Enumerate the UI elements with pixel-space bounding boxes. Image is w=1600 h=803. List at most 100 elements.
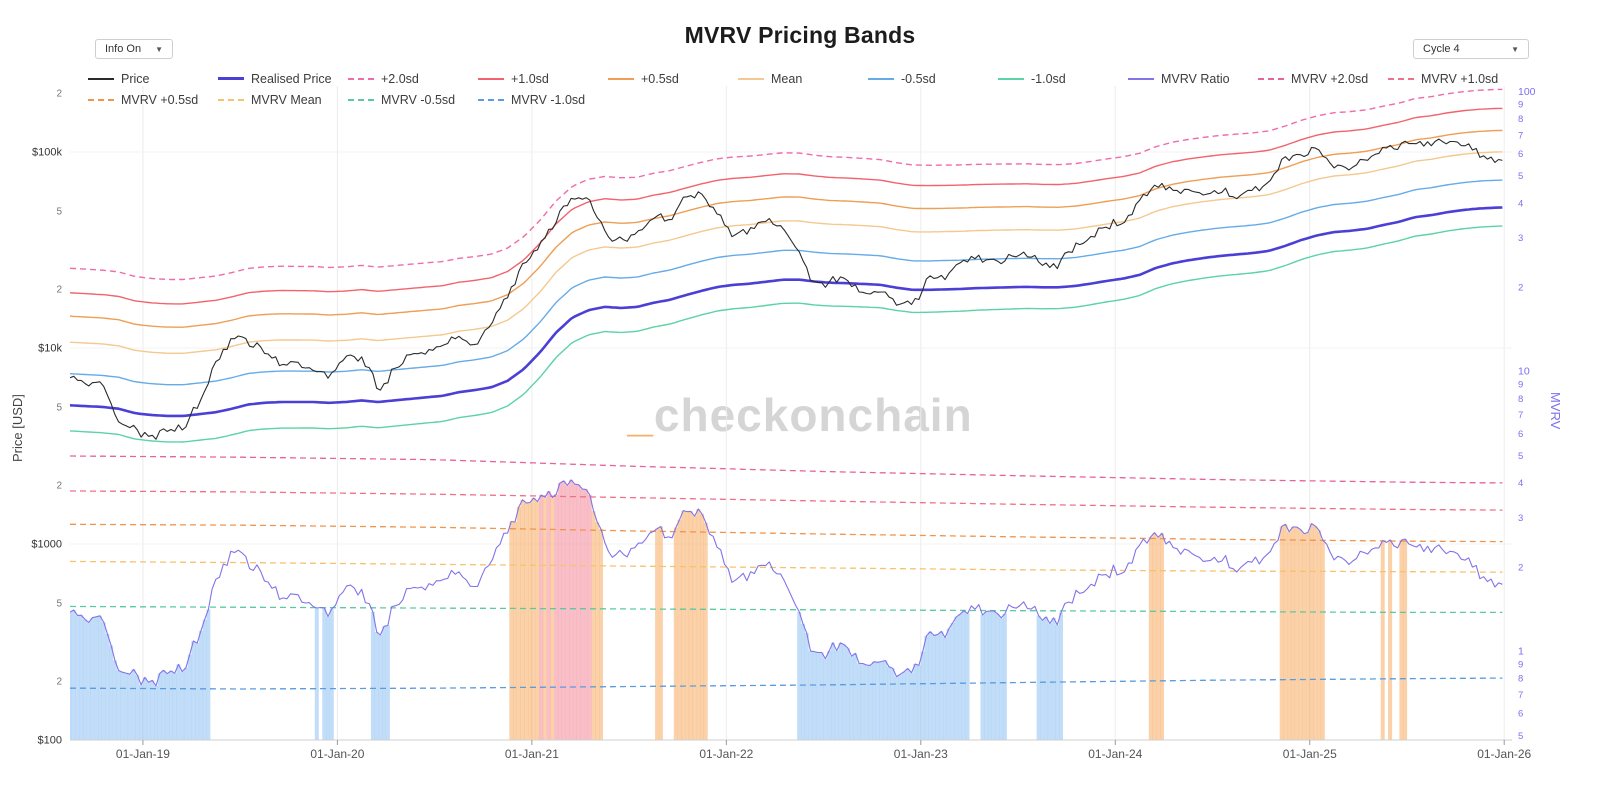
undervalued-fill: [935, 634, 940, 740]
price-axis-tick-label: 2: [56, 480, 62, 491]
mvrv-axis-tick-label: 8: [1518, 114, 1523, 125]
mvrv-axis-title: MVRV: [1548, 392, 1563, 430]
mvrv-axis-tick-label: 6: [1518, 149, 1523, 160]
legend-item--1-0sd[interactable]: +1.0sd: [478, 72, 608, 86]
overvalued-fill: [677, 519, 682, 740]
mvrv-axis-tick-label: 5: [1518, 171, 1523, 182]
undervalued-fill: [931, 635, 936, 740]
mvrv-axis-tick-label: 9: [1518, 659, 1523, 670]
undervalued-fill: [995, 613, 1000, 740]
x-axis-tick-label: 01-Jan-20: [310, 747, 364, 761]
overvalued-fill: [1279, 526, 1284, 740]
price-axis-tick-label: $10k: [38, 342, 62, 354]
overvalued-fill: [1388, 539, 1393, 740]
legend-label: -0.5sd: [901, 71, 936, 86]
info-dropdown[interactable]: Info On ▼: [95, 39, 173, 59]
overvalued-fill-high: [539, 495, 544, 740]
undervalued-fill: [924, 635, 929, 740]
overvalued-fill: [591, 511, 596, 740]
undervalued-fill: [1040, 620, 1045, 740]
cycle-dropdown[interactable]: Cycle 4 ▼: [1413, 39, 1529, 59]
price-axis-tick-label: $100k: [32, 146, 62, 158]
mvrv-axis-tick-label: 8: [1518, 394, 1523, 405]
undervalued-fill: [150, 680, 155, 740]
chart-series: [70, 88, 1503, 690]
legend-label: +2.0sd: [381, 71, 419, 86]
price-axis-title: Price [USD]: [10, 394, 25, 462]
legend-label: MVRV Ratio: [1161, 71, 1230, 86]
undervalued-fill: [984, 611, 989, 740]
undervalued-fill: [183, 667, 188, 740]
undervalued-fill: [1051, 617, 1056, 740]
mvrv-axis-tick-label: 4: [1518, 198, 1523, 209]
overvalued-fill-high: [565, 485, 570, 740]
overvalued-fill: [535, 501, 540, 740]
legend-item-mvrv-mean[interactable]: MVRV Mean: [218, 93, 348, 107]
legend-item-mvrv-0-5sd[interactable]: MVRV +0.5sd: [88, 93, 218, 107]
legend-item--1-0sd[interactable]: -1.0sd: [998, 72, 1128, 86]
legend-swatch: [88, 77, 114, 80]
mvrv-axis-tick-label: 9: [1518, 380, 1523, 391]
overvalued-fill: [658, 526, 663, 740]
overvalued-fill: [528, 502, 532, 740]
undervalued-fill: [195, 643, 200, 740]
legend-item-realised-price[interactable]: Realised Price: [218, 72, 348, 86]
legend-item-mvrv-1-0sd[interactable]: MVRV +1.0sd: [1388, 72, 1518, 86]
price-band-mean-line: [70, 151, 1503, 354]
mvrv-ratio-line: [70, 479, 1503, 687]
price-axis-tick-label: 5: [56, 206, 62, 217]
undervalued-fill: [943, 637, 948, 740]
undervalued-fill: [385, 625, 390, 740]
undervalued-fill: [812, 651, 817, 740]
undervalued-fill: [105, 633, 110, 740]
legend-item-price[interactable]: Price: [88, 72, 218, 86]
undervalued-fill: [920, 651, 925, 740]
undervalued-fill: [853, 653, 858, 740]
undervalued-fill: [797, 611, 802, 740]
legend-swatch: [998, 77, 1024, 80]
legend-item-mean[interactable]: Mean: [738, 72, 868, 86]
undervalued-fill: [206, 609, 211, 740]
undervalued-fill: [202, 619, 207, 740]
mvrv-axis-tick-label: 7: [1518, 130, 1523, 141]
mvrv-axis-tick-label: 1: [1518, 646, 1524, 658]
legend-swatch: [218, 98, 244, 101]
undervalued-fill: [101, 622, 106, 740]
legend-item--0-5sd[interactable]: -0.5sd: [868, 72, 998, 86]
undervalued-fill: [868, 665, 873, 740]
overvalued-fill: [1403, 539, 1408, 740]
undervalued-fill: [801, 623, 805, 740]
overvalued-fill: [696, 509, 701, 740]
undervalued-fill: [97, 615, 102, 740]
x-axis-tick-label: 01-Jan-21: [505, 747, 559, 761]
mvrv-axis-tick-label: 5: [1518, 731, 1523, 742]
undervalued-fill: [905, 668, 910, 740]
undervalued-fill: [838, 642, 843, 740]
legend-swatch: [1258, 77, 1284, 80]
price-band-minus05-line: [70, 179, 1503, 386]
cycle-dropdown-label: Cycle 4: [1423, 43, 1460, 55]
undervalued-fill: [909, 672, 914, 740]
overvalued-fill: [531, 498, 536, 740]
legend-item-mvrv-2-0sd[interactable]: MVRV +2.0sd: [1258, 72, 1388, 86]
legend-item--0-5sd[interactable]: +0.5sd: [608, 72, 738, 86]
legend-label: MVRV +0.5sd: [121, 92, 199, 107]
mvrv-zone-fills: [70, 479, 1408, 740]
undervalued-fill: [146, 682, 151, 740]
legend-item-mvrv-0-5sd[interactable]: MVRV -0.5sd: [348, 93, 478, 107]
overvalued-fill: [1313, 526, 1318, 740]
legend-item-mvrv-1-0sd[interactable]: MVRV -1.0sd: [478, 93, 608, 107]
undervalued-fill: [883, 660, 888, 740]
undervalued-fill: [1047, 623, 1052, 740]
overvalued-fill: [681, 510, 686, 740]
overvalued-fill: [513, 522, 517, 740]
overvalued-fill: [595, 522, 600, 740]
overvalued-fill: [1287, 531, 1292, 740]
undervalued-fill: [382, 626, 387, 740]
undervalued-fill: [988, 611, 992, 740]
undervalued-fill: [887, 666, 891, 740]
legend-item--2-0sd[interactable]: +2.0sd: [348, 72, 478, 86]
legend-item-mvrv-ratio[interactable]: MVRV Ratio: [1128, 72, 1258, 86]
x-axis-tick-label: 01-Jan-24: [1088, 747, 1142, 761]
mvrv-axis-tick-label: 7: [1518, 690, 1523, 701]
